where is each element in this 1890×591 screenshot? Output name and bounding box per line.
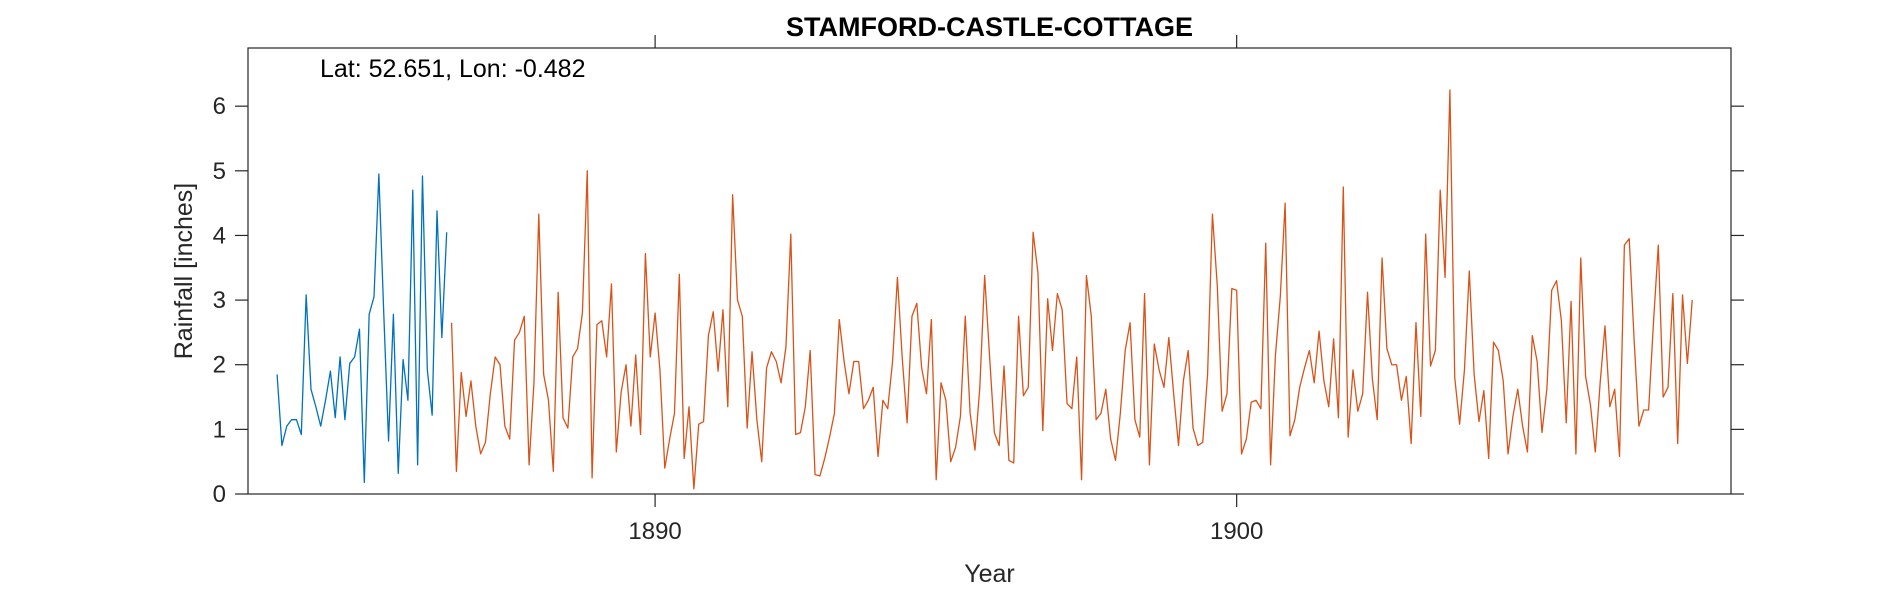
chart-title: STAMFORD-CASTLE-COTTAGE: [786, 12, 1193, 42]
tick-labels: 0 1 2 3 4 5 6 1890 1900: [213, 93, 1264, 545]
y-tick-label: 0: [213, 481, 226, 508]
y-tick-label: 4: [213, 222, 226, 249]
series-line-1: [276, 173, 448, 484]
x-tick-label: 1890: [628, 518, 681, 545]
y-tick-label: 5: [213, 158, 226, 185]
axis-ticks: [235, 35, 1744, 507]
series-line-2: [450, 89, 1693, 490]
plot-background: [248, 48, 1731, 494]
y-axis-label: Rainfall [inches]: [170, 183, 198, 359]
plot-frame: [247, 47, 1732, 495]
x-axis-label: Year: [964, 560, 1015, 588]
y-tick-label: 1: [213, 416, 226, 443]
series-lines: [276, 89, 1693, 490]
y-tick-label: 2: [213, 352, 226, 379]
x-tick-label: 1900: [1210, 518, 1263, 545]
location-annotation: Lat: 52.651, Lon: -0.482: [320, 55, 586, 83]
y-tick-label: 3: [213, 287, 226, 314]
y-tick-label: 6: [213, 93, 226, 120]
